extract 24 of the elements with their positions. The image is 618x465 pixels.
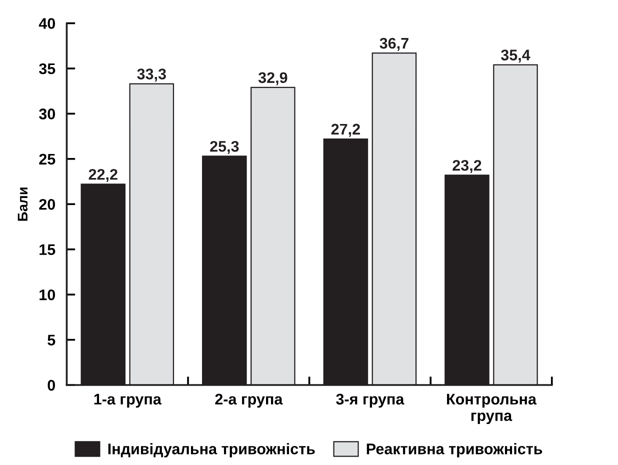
y-tick-label: 15 — [40, 244, 56, 256]
data-label: 22,2 — [88, 169, 118, 182]
y-tick-label: 5 — [48, 334, 56, 346]
x-tick-label: 1-а група — [94, 394, 162, 408]
y-axis-title: Бали — [18, 188, 28, 221]
data-label: 36,7 — [380, 38, 408, 51]
x-tick-label: 2-а група — [215, 394, 283, 408]
data-label: 23,2 — [452, 160, 482, 173]
x-tick-label: Контрольна група — [447, 394, 537, 424]
legend-label: Індивідуальна тривожність — [108, 443, 315, 458]
y-tick-label: 20 — [39, 199, 56, 210]
y-tick-label: 25 — [39, 154, 56, 165]
y-tick-label: 0 — [48, 380, 56, 391]
data-label: 27,2 — [331, 124, 360, 137]
legend-label: Реактивна тривожність — [366, 443, 542, 458]
y-tick-label: 35 — [38, 63, 56, 74]
y-tick-label: 40 — [38, 18, 56, 29]
x-tick-label: 3-я група — [336, 394, 404, 408]
data-label: 25,3 — [210, 140, 239, 154]
data-label: 33,3 — [137, 68, 166, 82]
y-tick-label: 10 — [40, 289, 56, 300]
data-label: 32,9 — [258, 72, 288, 86]
data-label: 35,4 — [500, 50, 530, 63]
y-tick-label: 30 — [38, 108, 56, 120]
